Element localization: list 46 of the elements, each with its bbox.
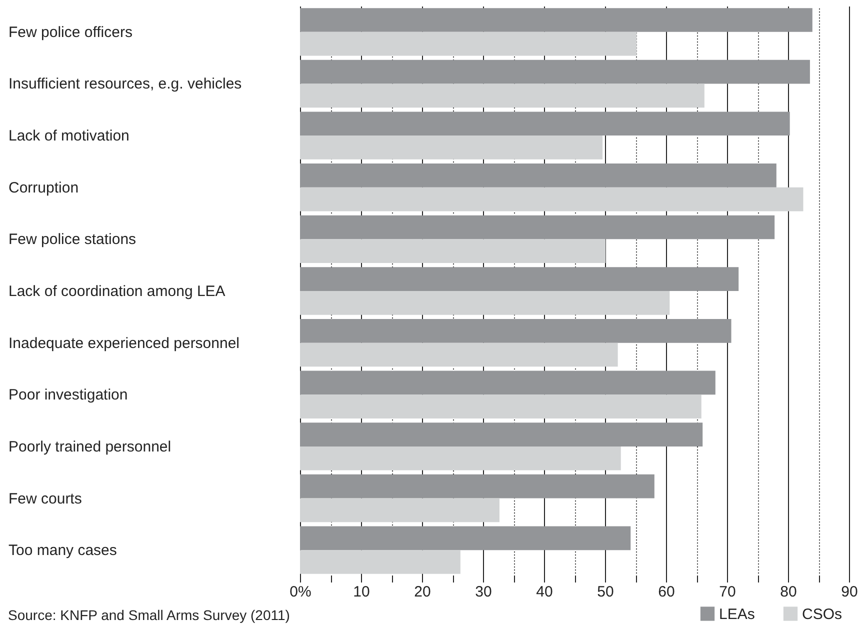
bar	[300, 32, 637, 56]
bar	[300, 422, 703, 446]
y-tick-label: Corruption	[8, 179, 79, 196]
bar	[300, 446, 621, 470]
x-tick-label: 30	[475, 584, 492, 600]
bar	[300, 526, 631, 550]
y-tick-label: Lack of motivation	[8, 128, 130, 145]
bar	[300, 136, 603, 160]
bar	[300, 84, 704, 108]
y-tick-label: Poorly trained personnel	[8, 438, 172, 456]
x-tick-label: 80	[780, 584, 797, 600]
bar	[300, 60, 810, 84]
y-tick-label: Few police officers	[8, 24, 132, 41]
bar	[300, 112, 790, 136]
x-tick-label: 20	[414, 584, 431, 600]
x-tick-label: 60	[658, 584, 675, 600]
bar	[300, 498, 500, 522]
x-tick-label: 0%	[290, 584, 312, 600]
bar	[300, 474, 654, 498]
x-tick-label: 90	[841, 584, 858, 600]
x-tick-label: 70	[719, 584, 736, 600]
source-note: Source: KNFP and Small Arms Survey (2011)	[8, 607, 290, 623]
x-tick-label: 10	[353, 584, 370, 600]
bar	[300, 370, 716, 395]
bar	[300, 550, 460, 574]
bar	[300, 291, 670, 315]
y-tick-label: Poor investigation	[8, 386, 128, 404]
y-tick-label: Lack of coordination among LEA	[8, 283, 226, 300]
bar	[300, 318, 732, 343]
x-tick-label: 40	[536, 584, 553, 600]
bar	[300, 267, 739, 291]
y-tick-label: Few police stations	[8, 231, 136, 248]
legend-label: CSOs	[802, 606, 842, 623]
x-tick-label: 50	[597, 584, 614, 600]
y-tick-label: Inadequate experienced personnel	[8, 334, 240, 352]
legend-label: LEAs	[719, 606, 755, 623]
bar	[300, 239, 606, 264]
bar	[300, 8, 812, 32]
bar	[300, 342, 618, 367]
y-tick-label: Too many cases	[8, 542, 117, 560]
y-tick-label: Insufficient resources, e.g. vehicles	[8, 76, 242, 93]
y-tick-label: Few courts	[8, 490, 82, 508]
bar	[300, 394, 702, 418]
bar	[300, 187, 804, 212]
bar	[300, 164, 776, 188]
bar	[300, 215, 775, 240]
